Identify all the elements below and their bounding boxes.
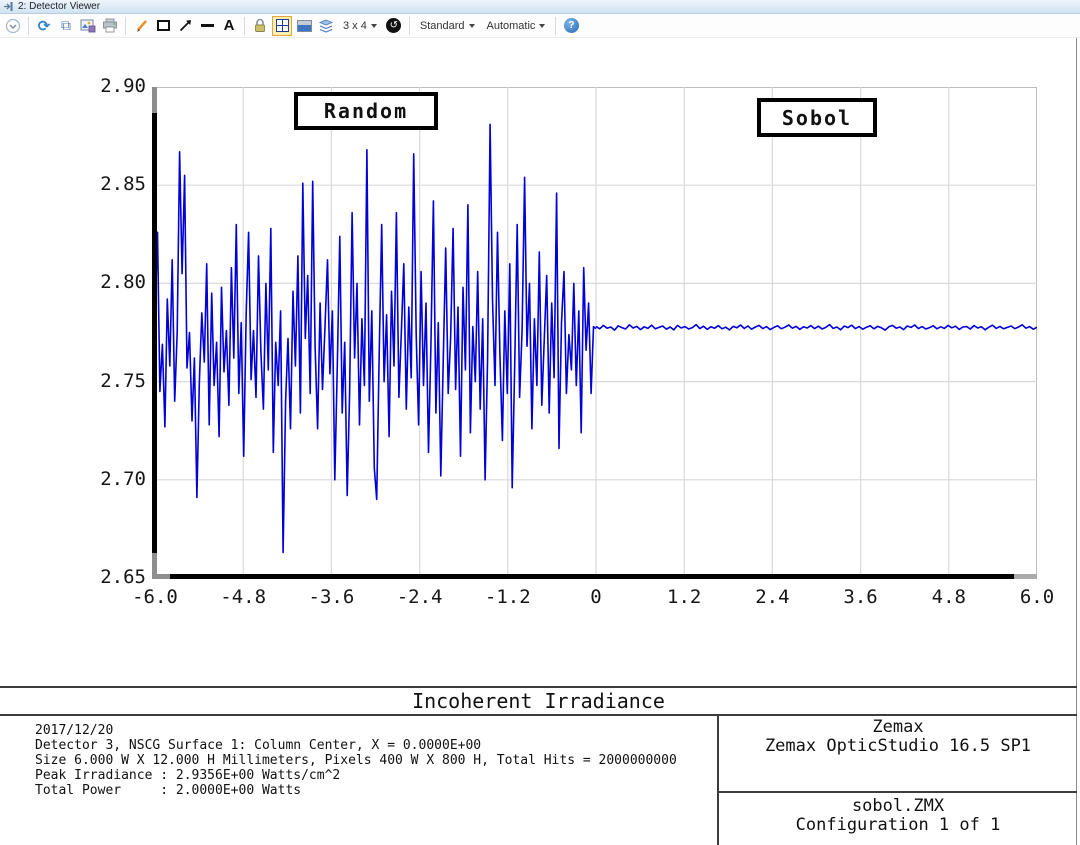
y-tick-label: 2.90: [58, 75, 146, 97]
x-tick-label: 1.2: [644, 586, 724, 608]
info-peak-irradiance: Peak Irradiance : 2.9356E+00 Watts/cm^2: [35, 768, 717, 783]
toolbar: ⟳ ⧉: [0, 14, 1080, 38]
info-total-power: Total Power : 2.0000E+00 Watts: [35, 783, 717, 798]
annotation-label: Sobol: [782, 106, 852, 130]
detector-viewer-icon: [3, 1, 14, 12]
scale-dropdown[interactable]: Automatic: [481, 15, 552, 37]
file-cell: sobol.ZMX Configuration 1 of 1: [719, 793, 1077, 843]
reset-icon: ↺: [386, 18, 401, 33]
style-dropdown[interactable]: Standard: [414, 15, 481, 37]
y-tick-label: 2.75: [58, 370, 146, 392]
toolbar-separator: [28, 17, 29, 35]
save-image-icon: [80, 19, 96, 33]
settings-expander-button[interactable]: [2, 15, 24, 37]
chevron-down-icon: [371, 24, 377, 28]
window-icon: [297, 20, 312, 32]
window-view-button[interactable]: [293, 15, 315, 37]
grid-layout-button[interactable]: [271, 15, 293, 37]
chevron-down-icon: [5, 18, 21, 34]
grid-size-label: 3 x 4: [343, 20, 367, 32]
toolbar-separator: [244, 17, 245, 35]
file-name: sobol.ZMX: [719, 797, 1077, 816]
toolbar-separator: [409, 17, 410, 35]
annotation-label: Random: [324, 99, 408, 123]
x-tick-label: 6.0: [997, 586, 1077, 608]
x-tick-label: -6.0: [115, 586, 195, 608]
x-tick-label: -1.2: [468, 586, 548, 608]
layers-icon: [318, 19, 334, 33]
irradiance-line-chart: [155, 87, 1037, 578]
line-tool-button[interactable]: [196, 15, 218, 37]
save-image-button[interactable]: [77, 15, 99, 37]
y-tick-label: 2.70: [58, 468, 146, 490]
rectangle-icon: [157, 20, 170, 31]
reset-view-button[interactable]: ↺: [383, 15, 405, 37]
annotation-box-random[interactable]: Random: [294, 92, 438, 130]
lock-icon: [253, 18, 267, 33]
grid-layout-active-highlight: [272, 16, 292, 36]
window-title: 2: Detector Viewer: [18, 1, 100, 12]
scale-dropdown-label: Automatic: [487, 20, 536, 32]
x-tick-label: 0: [556, 586, 636, 608]
text-icon: A: [224, 17, 235, 34]
y-tick-label: 2.80: [58, 271, 146, 293]
info-detector: Detector 3, NSCG Surface 1: Column Cente…: [35, 738, 717, 753]
annotation-box-sobol[interactable]: Sobol: [757, 98, 877, 137]
info-size: Size 6.000 W X 12.000 H Millimeters, Pix…: [35, 753, 717, 768]
x-tick-label: -3.6: [291, 586, 371, 608]
grid-size-dropdown[interactable]: 3 x 4: [337, 15, 383, 37]
detector-viewer-window: 2: Detector Viewer ⟳ ⧉: [0, 0, 1080, 845]
x-tick-label: 3.6: [821, 586, 901, 608]
toolbar-separator: [555, 17, 556, 35]
four-squares-icon: [276, 19, 289, 32]
titlebar: 2: Detector Viewer: [0, 0, 1080, 14]
brand-cell: Zemax Zemax OpticStudio 16.5 SP1: [719, 716, 1077, 793]
detector-info-block: 2017/12/20 Detector 3, NSCG Surface 1: C…: [0, 716, 717, 845]
print-button[interactable]: [99, 15, 121, 37]
plot-title: Incoherent Irradiance: [0, 688, 1077, 716]
print-icon: [102, 18, 118, 33]
line-icon: [201, 24, 214, 27]
footer-right-column: Zemax Zemax OpticStudio 16.5 SP1 sobol.Z…: [717, 716, 1077, 845]
copy-button[interactable]: ⧉: [55, 15, 77, 37]
plot-footer: Incoherent Irradiance 2017/12/20 Detecto…: [0, 686, 1077, 845]
style-dropdown-label: Standard: [420, 20, 465, 32]
refresh-icon: ⟳: [38, 17, 51, 35]
layers-button[interactable]: [315, 15, 337, 37]
x-axis-line: [152, 574, 1037, 579]
brand-name: Zemax: [719, 718, 1077, 737]
help-button[interactable]: ?: [560, 15, 582, 37]
copy-icon: ⧉: [61, 18, 71, 34]
chevron-down-icon: [539, 24, 545, 28]
chevron-down-icon: [469, 24, 475, 28]
pencil-tool-button[interactable]: [130, 15, 152, 37]
y-tick-label: 2.65: [58, 566, 146, 588]
refresh-button[interactable]: ⟳: [33, 15, 55, 37]
arrow-tool-button[interactable]: [174, 15, 196, 37]
x-tick-label: -4.8: [203, 586, 283, 608]
help-icon: ?: [564, 18, 579, 33]
lock-aspect-button[interactable]: [249, 15, 271, 37]
y-axis-line: [152, 87, 157, 578]
x-tick-label: -2.4: [380, 586, 460, 608]
pencil-icon: [134, 18, 149, 33]
toolbar-separator: [125, 17, 126, 35]
info-date: 2017/12/20: [35, 723, 717, 738]
x-tick-label: 2.4: [732, 586, 812, 608]
text-tool-button[interactable]: A: [218, 15, 240, 37]
arrow-icon: [178, 18, 193, 33]
rectangle-tool-button[interactable]: [152, 15, 174, 37]
configuration-label: Configuration 1 of 1: [719, 816, 1077, 835]
brand-product: Zemax OpticStudio 16.5 SP1: [719, 737, 1077, 756]
x-tick-label: 4.8: [909, 586, 989, 608]
y-tick-label: 2.85: [58, 173, 146, 195]
